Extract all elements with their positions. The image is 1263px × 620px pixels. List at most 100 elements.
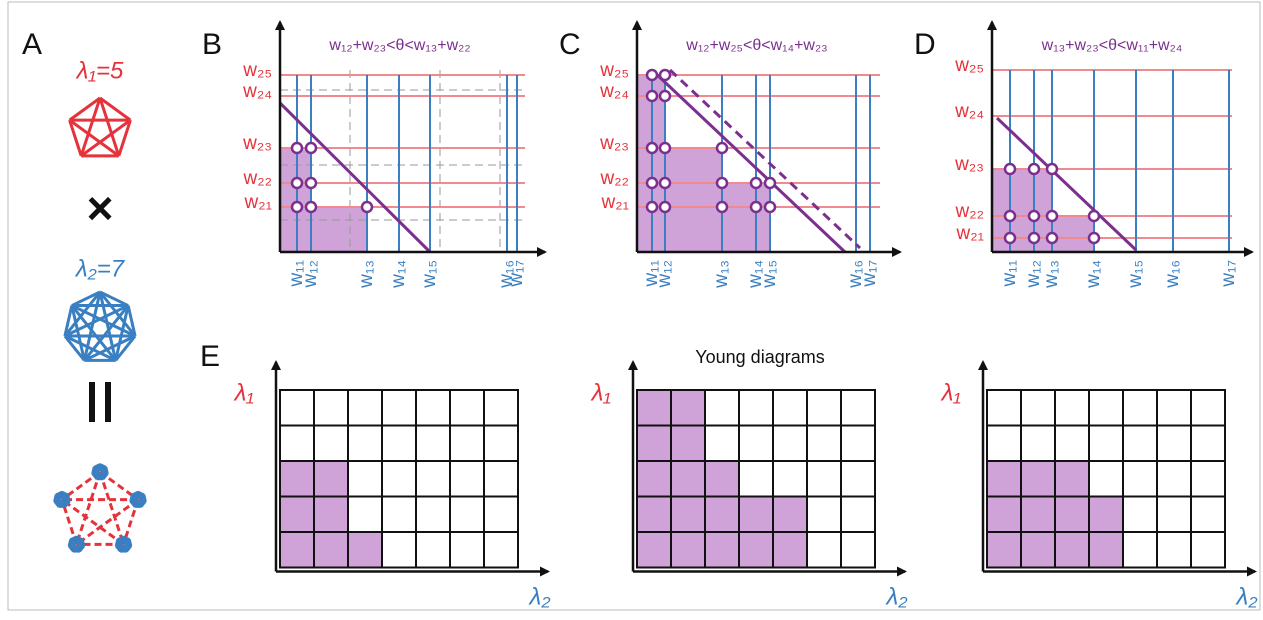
y-label: w₂₅ [242,60,272,81]
young-cell [416,390,450,426]
young-cell [1055,532,1089,568]
young-cell [637,390,671,426]
young-cell [841,461,875,497]
young-cell [484,426,518,462]
state-dot [660,202,670,212]
young-title: Young diagrams [695,347,824,367]
x-label: w₁₅ [759,260,780,289]
young-cell [450,461,484,497]
axis-label: λ₂ [1235,583,1258,610]
x-label: w₁₅ [419,260,440,289]
lambda1: λ₁=5 [75,57,124,84]
x-label: w₁₂ [300,260,321,289]
young-cell [348,390,382,426]
axis-label: λ₁ [940,379,961,406]
state-dot [660,178,670,188]
state-dot [717,202,727,212]
young-cell [637,426,671,462]
young-cell [382,497,416,533]
young-cell [1157,390,1191,426]
young-cell [637,532,671,568]
young-cell [773,390,807,426]
state-dot [660,91,670,101]
state-dot [765,178,775,188]
young-cell [382,461,416,497]
young-cell [1191,461,1225,497]
state-dot [647,202,657,212]
young-cell [280,461,314,497]
young-cell [1089,532,1123,568]
panel-label: D [914,28,936,61]
state-dot [362,202,372,212]
young-cell [1157,426,1191,462]
shaded-region [280,148,367,252]
equals-bar [105,382,111,422]
young-cell [382,390,416,426]
x-label: w₁₆ [1162,260,1183,289]
young-cell [705,426,739,462]
young-cell [739,497,773,533]
young-cell [1191,497,1225,533]
young-cell [1021,461,1055,497]
young-cell [1089,390,1123,426]
young-cell [450,390,484,426]
young-cell [450,497,484,533]
state-dot [306,178,316,188]
young-cell [1055,461,1089,497]
y-label: w₂₁ [243,192,272,213]
young-cell [1123,532,1157,568]
panel-label: A [22,28,42,61]
panel-label: E [200,340,220,373]
state-dot [292,143,302,153]
panel-label: C [559,28,581,61]
young-cell [1021,532,1055,568]
graph-edge [62,500,124,545]
young-cell [484,461,518,497]
state-dot [717,178,727,188]
state-dot [647,70,657,80]
young-cell [484,497,518,533]
young-cell [382,426,416,462]
young-cell [416,532,450,568]
young-cell [987,426,1021,462]
young-cell [841,497,875,533]
y-label: w₂₅ [599,60,629,81]
young-cell [773,497,807,533]
young-cell [1021,497,1055,533]
state-dot [306,202,316,212]
young-cell [450,426,484,462]
figure: A λ₁=5 × λ₂=7 E Young diagrams Bw₁₂+w₂₃<… [0,0,1263,620]
young-cell [739,532,773,568]
graph-edge [76,472,100,544]
state-dot [1047,233,1057,243]
young-cell [1055,390,1089,426]
state-dot [1089,233,1099,243]
young-cell [671,390,705,426]
young-cell [280,532,314,568]
x-label: w₁₂ [654,260,675,289]
state-dot [1005,211,1015,221]
young-cell [671,532,705,568]
state-dot [1047,164,1057,174]
young-cell [739,426,773,462]
young-cell [1157,497,1191,533]
young-cell [314,497,348,533]
x-label: w₁₇ [506,260,527,288]
young-cell [314,532,348,568]
young-cell [637,497,671,533]
young-cell [705,461,739,497]
y-label: w₂₃ [599,133,629,154]
young-cell [416,426,450,462]
state-dot [647,178,657,188]
young-cell [1157,461,1191,497]
young-cell [1089,497,1123,533]
x-label: w₁₇ [1218,260,1239,288]
y-label: w₂₄ [954,101,984,122]
young-cell [987,461,1021,497]
graph-edge [100,472,124,544]
young-cell [484,532,518,568]
young-cell [1021,426,1055,462]
young-cell [1157,532,1191,568]
young-cell [1055,426,1089,462]
times-sign: × [87,182,114,234]
